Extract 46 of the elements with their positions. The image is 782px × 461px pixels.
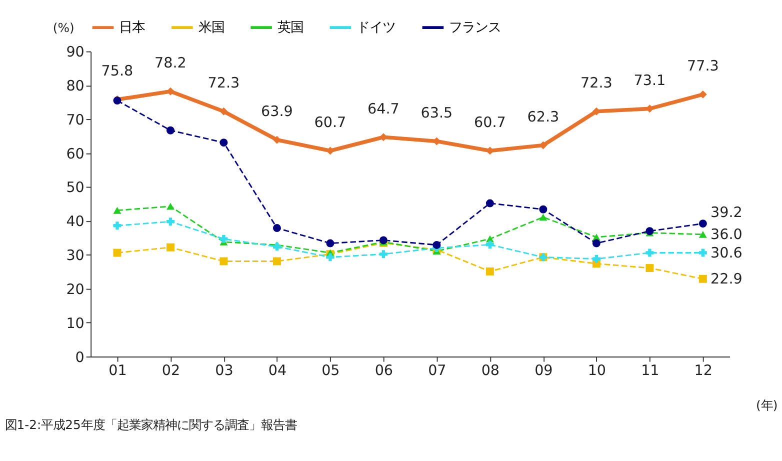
- y-tick-label: 0: [75, 350, 84, 366]
- x-tick-label: 11: [641, 363, 660, 380]
- data-label: 30.6: [710, 246, 742, 262]
- legend-label: 米国: [198, 20, 224, 36]
- data-label: 63.5: [420, 105, 453, 122]
- data-label: 78.2: [154, 56, 186, 72]
- data-label: 75.8: [101, 64, 134, 80]
- x-tick-label: 03: [215, 363, 234, 380]
- y-tick-label: 60: [66, 146, 84, 162]
- x-tick-label: 10: [588, 363, 606, 380]
- x-tick-label: 09: [534, 363, 553, 380]
- legend-label: 日本: [119, 20, 146, 36]
- x-tick-label: 08: [481, 363, 500, 380]
- data-label: 60.7: [314, 114, 346, 131]
- data-label: 63.9: [261, 104, 293, 120]
- data-label: 73.1: [634, 72, 666, 89]
- y-axis-title: (%): [52, 20, 74, 35]
- x-tick-label: 12: [694, 363, 713, 380]
- data-label: 22.9: [710, 272, 742, 288]
- data-label: 36.0: [710, 227, 742, 244]
- x-tick-label: 06: [374, 363, 394, 380]
- y-tick-label: 80: [66, 78, 84, 95]
- data-label: 62.3: [527, 109, 560, 126]
- data-label: 72.3: [208, 76, 240, 92]
- legend-label: 英国: [278, 20, 304, 36]
- caption: 図1-2:平成25年度「起業家精神に関する調査」報告書: [4, 417, 297, 432]
- data-label: 72.3: [580, 76, 612, 92]
- data-label: 60.7: [474, 114, 506, 131]
- data-label: 39.2: [710, 204, 742, 221]
- y-tick-label: 70: [66, 112, 84, 128]
- x-tick-label: 01: [108, 363, 127, 380]
- data-label: 77.3: [687, 58, 719, 75]
- legend-label: ドイツ: [356, 20, 396, 36]
- x-tick-label: 04: [268, 363, 287, 380]
- x-tick-label: 05: [322, 363, 340, 380]
- legend-label: フランス: [449, 20, 502, 36]
- x-axis-title: (年): [756, 397, 778, 412]
- x-tick-label: 02: [162, 363, 180, 380]
- y-tick-label: 10: [66, 316, 84, 332]
- y-tick-label: 40: [66, 214, 84, 230]
- data-label: 64.7: [368, 101, 400, 118]
- x-tick-label: 07: [428, 363, 446, 380]
- y-tick-label: 30: [66, 248, 84, 264]
- y-tick-label: 50: [66, 180, 84, 196]
- y-tick-label: 20: [66, 282, 84, 298]
- y-tick-label: 90: [66, 44, 84, 61]
